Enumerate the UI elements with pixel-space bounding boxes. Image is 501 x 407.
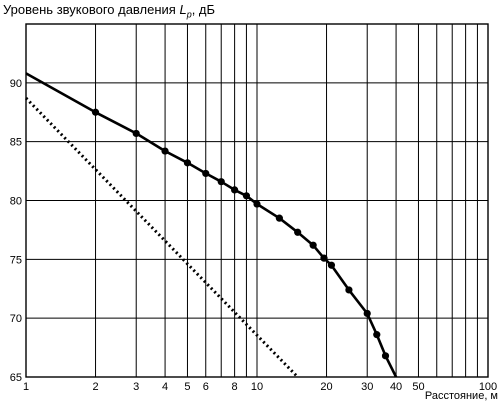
y-tick-label: 90	[10, 78, 22, 90]
data-point	[242, 192, 251, 200]
x-axis-label: Расстояние, м	[424, 390, 498, 402]
tick-labels: 1 2 3 4 5 6 8 10 20 30 40 50 100 65 70 75 80 85 90	[10, 78, 497, 393]
grid	[25, 23, 489, 378]
y-tick-label: 75	[10, 254, 22, 266]
data-point	[381, 352, 390, 360]
x-tick-label: 50	[412, 381, 424, 393]
y-tick-label: 65	[10, 372, 22, 384]
x-tick-label: 20	[320, 381, 332, 393]
series-line-solid	[25, 72, 398, 378]
data-point	[231, 186, 239, 194]
y-axis-label-suffix: , дБ	[191, 2, 216, 17]
data-point	[373, 331, 381, 339]
y-tick-label: 85	[10, 137, 22, 149]
x-tick-label: 4	[162, 381, 168, 393]
data-point	[309, 241, 317, 249]
y-tick-label: 70	[10, 313, 22, 325]
y-axis-label: Уровень звукового давления Lp, дБ	[3, 2, 215, 20]
data-point	[363, 309, 371, 318]
data-point	[202, 169, 210, 178]
x-tick-label: 2	[92, 381, 98, 393]
data-point	[161, 147, 169, 155]
data-point	[91, 108, 100, 116]
y-axis-label-subscript: p	[186, 9, 192, 20]
x-tick-label: 8	[232, 381, 238, 393]
y-tick-label: 80	[10, 196, 22, 208]
data-point	[345, 286, 353, 294]
x-tick-label: 3	[133, 381, 139, 393]
data-point	[327, 261, 336, 269]
y-axis-label-prefix: Уровень звукового давления	[3, 2, 180, 17]
x-tick-label: 100	[479, 381, 497, 393]
data-point	[217, 178, 225, 186]
data-point	[183, 159, 192, 167]
data-point	[294, 228, 302, 236]
x-tick-label: 10	[251, 381, 263, 393]
y-axis-label-symbol: L	[179, 2, 187, 17]
series-layer	[24, 72, 398, 379]
data-point	[253, 200, 261, 208]
x-tick-label: 1	[23, 381, 29, 393]
x-tick-label: 5	[184, 381, 190, 393]
x-tick-label: 30	[361, 381, 373, 393]
x-tick-label: 40	[390, 381, 402, 393]
data-point	[320, 254, 328, 262]
data-point	[132, 129, 140, 138]
x-tick-label: 6	[203, 381, 209, 393]
data-point	[275, 214, 283, 222]
plot-frame	[25, 23, 489, 378]
